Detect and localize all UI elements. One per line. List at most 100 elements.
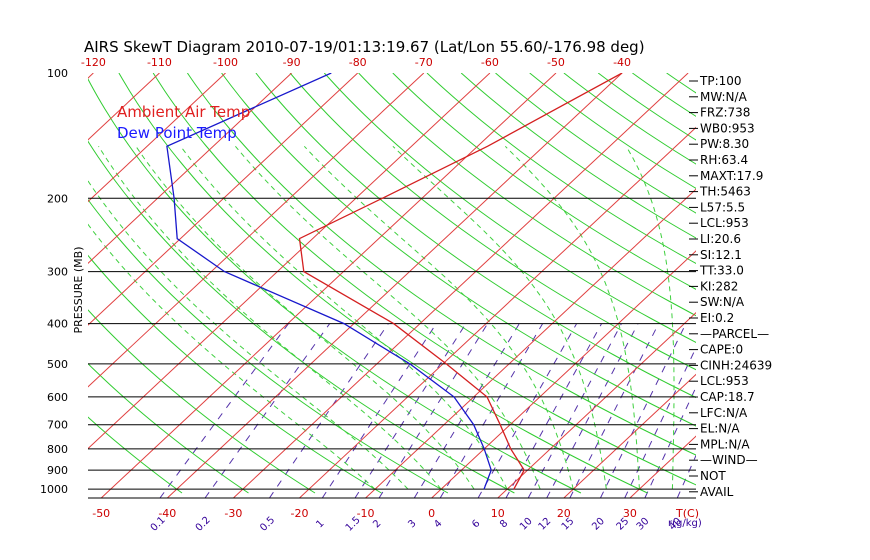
mixing-ratio-tick-label: 0.2 xyxy=(194,515,213,534)
moist-adiabat-line xyxy=(235,145,541,490)
dry-adiabat-line xyxy=(88,254,382,494)
isobars xyxy=(88,197,696,499)
dry-adiabat-line xyxy=(88,362,249,494)
dry-adiabat-line xyxy=(358,73,696,317)
moist-adiabat-line xyxy=(88,223,376,490)
index-entry: LCL:953 xyxy=(700,216,749,230)
bottom-temp-tick-label: 20 xyxy=(557,507,571,520)
index-entry: MAXT:17.9 xyxy=(700,169,763,183)
index-entry: L57:5.5 xyxy=(700,200,745,214)
dry-adiabat-line xyxy=(460,73,696,239)
isotherm-line xyxy=(365,188,696,498)
top-temp-tick-label: -80 xyxy=(349,56,367,69)
moist-adiabat-line xyxy=(392,145,607,490)
top-temp-tick-label: -50 xyxy=(547,56,565,69)
bottom-temp-tick-label: 30 xyxy=(623,507,637,520)
isotherm-line xyxy=(88,73,226,203)
isotherm-line xyxy=(629,435,696,498)
bottom-temp-tick-label: -20 xyxy=(290,507,308,520)
air-temp-line xyxy=(298,73,623,490)
isotherm-line xyxy=(88,73,491,450)
index-entry: AVAIL xyxy=(700,485,734,499)
moist-adiabat-line xyxy=(88,180,409,490)
dew-point-line xyxy=(166,73,492,490)
top-temp-tick-label: -120 xyxy=(81,56,106,69)
dry-adiabat-line xyxy=(735,73,870,493)
mixing-ratio-tick-label: 8 xyxy=(498,518,510,530)
mixing-ratio-tick-label: 30 xyxy=(635,516,652,533)
mixing-ratio-line xyxy=(413,323,520,498)
moist-adiabats xyxy=(88,145,675,490)
isotherms xyxy=(88,73,696,498)
pressure-tick-label: 900 xyxy=(47,464,68,477)
isotherm-line xyxy=(88,73,359,326)
top-temp-tick-label: -90 xyxy=(283,56,301,69)
pressure-tick-label: 700 xyxy=(47,419,68,432)
index-entry: SW:N/A xyxy=(700,295,745,309)
index-entry: MW:N/A xyxy=(700,90,748,104)
pressure-tick-label: 500 xyxy=(47,358,68,371)
index-entry: NOT xyxy=(700,469,726,483)
mixing-ratio-line xyxy=(477,323,578,498)
isotherm-line xyxy=(431,250,696,498)
top-temp-tick-labels: -120 -110 -100 -90 -80 -70 -60 -50 -40 xyxy=(81,56,631,69)
index-entry: LI:20.6 xyxy=(700,232,741,246)
dry-adiabat-line xyxy=(563,73,696,165)
moist-adiabat-line xyxy=(625,146,675,490)
index-entry: —PARCEL— xyxy=(700,327,769,341)
pressure-tick-labels: 100 200 300 400 500 600 700 800 900 1000 xyxy=(40,67,68,496)
mixing-ratio-tick-label: 3 xyxy=(406,518,418,530)
dry-adiabat-line xyxy=(88,140,515,494)
mixing-ratio-line xyxy=(527,323,622,498)
isotherm-line xyxy=(88,73,425,388)
index-entry: TT:33.0 xyxy=(699,264,744,278)
legend-dew-point: Dew Point Temp xyxy=(117,124,237,142)
moist-adiabat-line xyxy=(303,145,574,490)
dry-adiabat-line xyxy=(289,73,696,371)
index-entry: KI:282 xyxy=(700,279,738,293)
chart-title: AIRS SkewT Diagram 2010-07-19/01:13:19.6… xyxy=(84,38,645,56)
top-temp-tick-label: -110 xyxy=(147,56,172,69)
pressure-tick-label: 800 xyxy=(47,443,68,456)
dry-adiabat-line xyxy=(88,78,582,494)
bottom-temp-tick-label: 0 xyxy=(428,507,435,520)
mixing-ratio-line xyxy=(546,323,639,498)
mixing-ratio-line xyxy=(354,323,467,498)
bottom-temp-tick-label: -40 xyxy=(158,507,176,520)
bottom-temp-tick-label: -10 xyxy=(357,507,375,520)
dry-adiabat-line xyxy=(529,73,696,189)
mixing-ratio-line xyxy=(599,323,687,498)
moist-adiabat-line xyxy=(135,146,475,490)
index-entry: LCL:953 xyxy=(700,374,749,388)
mixing-ratio-line xyxy=(644,386,696,498)
pressure-tick-label: 200 xyxy=(47,192,68,205)
mixing-ratio-line xyxy=(439,323,544,498)
index-entry: TP:100 xyxy=(699,74,742,88)
mixing-ratio-line xyxy=(505,323,603,498)
top-temp-tick-label: -70 xyxy=(415,56,433,69)
index-entry: SI:12.1 xyxy=(700,248,742,262)
moist-adiabat-line xyxy=(98,146,442,490)
index-entry: RH:63.4 xyxy=(700,153,748,167)
bottom-temp-tick-label: -50 xyxy=(92,507,110,520)
index-entry: CINH:24639 xyxy=(700,358,772,372)
isotherm-line xyxy=(563,373,696,498)
dry-adiabat-line xyxy=(392,73,696,290)
dry-adiabat-line xyxy=(495,73,696,214)
index-entry: CAPE:0 xyxy=(700,343,743,357)
x-unit-label: T(C) xyxy=(675,507,699,520)
pressure-tick-label: 400 xyxy=(47,318,68,331)
moist-adiabat-line xyxy=(180,145,508,490)
dry-adiabat-line xyxy=(221,73,696,427)
isotherm-line xyxy=(166,73,623,498)
isotherm-line xyxy=(88,73,292,264)
bottom-temp-tick-label: -30 xyxy=(224,507,242,520)
dry-adiabat-line xyxy=(666,73,696,94)
mixing-ratio-tick-label: 6 xyxy=(470,518,482,530)
dry-adiabat-line xyxy=(88,309,316,494)
index-entry: EI:0.2 xyxy=(700,311,734,325)
index-entry: WB0:953 xyxy=(700,121,755,135)
pressure-tick-label: 1000 xyxy=(40,483,68,496)
mixing-ratio-tick-label: 20 xyxy=(590,516,607,533)
